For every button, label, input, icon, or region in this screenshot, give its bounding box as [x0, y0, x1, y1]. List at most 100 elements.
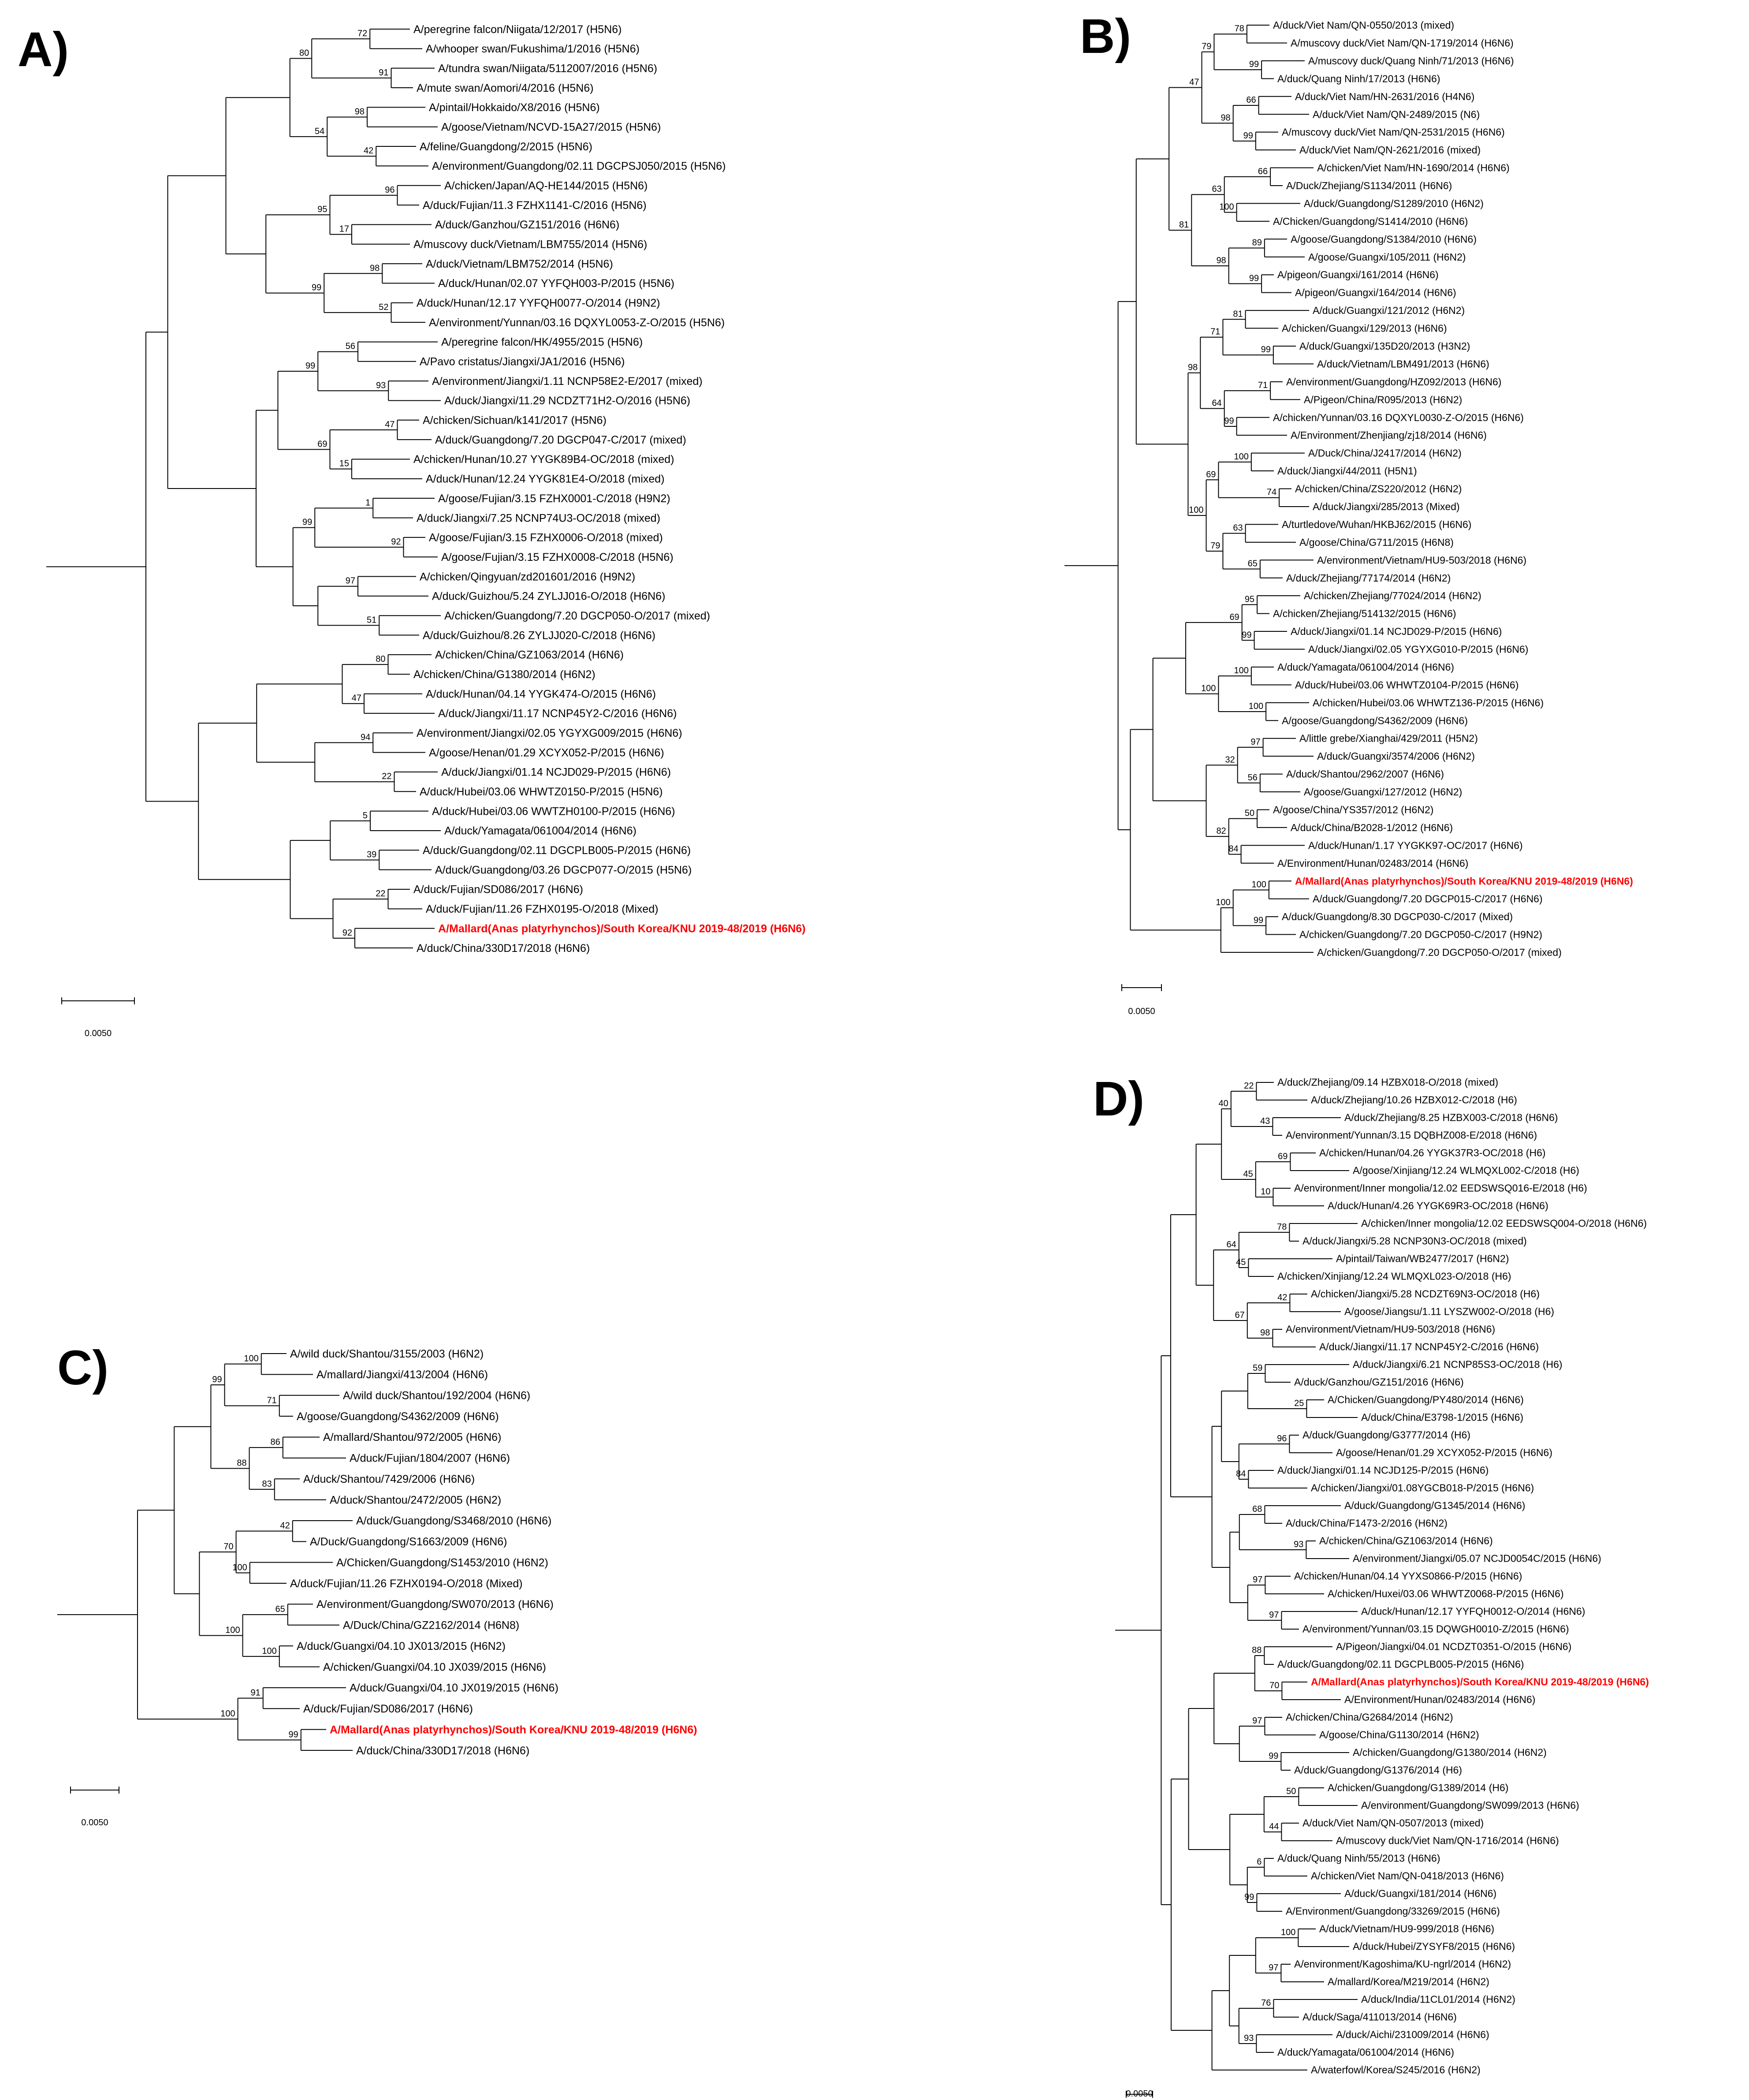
taxon-label: A/environment/Jiangxi/02.05 YGYXG009/201…: [417, 727, 682, 739]
bootstrap-value: 89: [1252, 238, 1262, 248]
bootstrap-value: 83: [262, 1479, 272, 1489]
taxon-label: A/chicken/Zhejiang/77024/2014 (H6N2): [1304, 590, 1481, 601]
taxon-label: A/environment/Yunnan/03.16 DQXYL0053-Z-O…: [429, 317, 725, 329]
bootstrap-value: 22: [1244, 1081, 1254, 1091]
taxon-label: A/Environment/Zhenjiang/zj18/2014 (H6N6): [1291, 429, 1487, 441]
taxon-label: A/duck/Jiangxi/01.14 NCJD125-P/2015 (H6N…: [1277, 1465, 1489, 1476]
bootstrap-value: 84: [1228, 844, 1238, 854]
taxon-label: A/environment/Guangdong/02.11 DGCPSJ050/…: [432, 160, 726, 172]
taxon-label: A/duck/India/11CL01/2014 (H6N2): [1361, 1994, 1515, 2005]
bootstrap-value: 97: [1269, 1963, 1278, 1973]
taxon-label: A/duck/China/E3798-1/2015 (H6N6): [1361, 1412, 1523, 1423]
panel-label: B): [1080, 9, 1131, 63]
taxon-label: A/pigeon/Guangxi/164/2014 (H6N6): [1295, 287, 1456, 298]
taxon-label: A/duck/Vietnam/LBM752/2014 (H5N6): [426, 258, 613, 270]
taxon-label: A/environment/Jiangxi/1.11 NCNP58E2-E/20…: [432, 375, 703, 388]
taxon-label: A/duck/Quang Ninh/17/2013 (H6N6): [1277, 73, 1440, 84]
taxon-label: A/duck/Guangdong/S3468/2010 (H6N6): [356, 1515, 551, 1527]
bootstrap-value: 96: [1277, 1434, 1287, 1444]
taxon-label: A/duck/Vietnam/HU9-999/2018 (H6N6): [1319, 1923, 1494, 1935]
bootstrap-value: 81: [1179, 220, 1189, 230]
bootstrap-value: 54: [315, 127, 324, 136]
taxon-label: A/duck/Fujian/11.26 FZHX0194-O/2018 (Mix…: [290, 1578, 523, 1590]
taxon-label: A/duck/Yamagata/061004/2014 (H6N6): [1277, 2047, 1454, 2058]
taxon-label: A/chicken/Yunnan/03.16 DQXYL0030-Z-O/201…: [1273, 412, 1524, 423]
taxon-label: A/little grebe/Xianghai/429/2011 (H5N2): [1299, 733, 1478, 744]
taxon-label: A/chicken/China/GZ1063/2014 (H6N6): [1319, 1535, 1493, 1547]
bootstrap-value: 91: [251, 1688, 260, 1698]
bootstrap-value: 69: [1278, 1152, 1288, 1161]
taxon-label: A/chicken/China/G2684/2014 (H6N2): [1286, 1712, 1453, 1723]
taxon-label: A/chicken/Jiangxi/01.08YGCB018-P/2015 (H…: [1311, 1482, 1534, 1494]
taxon-label: A/chicken/Guangdong/G1380/2014 (H6N2): [1353, 1747, 1547, 1758]
bootstrap-value: 95: [317, 205, 327, 214]
taxon-label: A/duck/Hunan/1.17 YYGKK97-OC/2017 (H6N6): [1308, 839, 1523, 851]
taxon-label: A/duck/Hubei/ZYSYF8/2015 (H6N6): [1353, 1941, 1515, 1952]
highlighted-taxon-label: A/Mallard(Anas platyrhynchos)/South Kore…: [330, 1723, 697, 1736]
taxon-label: A/duck/Fujian/SD086/2017 (H6N6): [303, 1703, 473, 1715]
taxon-label: A/goose/Guangdong/S1384/2010 (H6N6): [1291, 233, 1477, 245]
taxon-label: A/duck/Guangdong/03.26 DGCP077-O/2015 (H…: [435, 864, 692, 876]
bootstrap-value: 96: [385, 185, 394, 195]
taxon-label: A/duck/Zhejiang/09.14 HZBX018-O/2018 (mi…: [1277, 1077, 1498, 1088]
bootstrap-value: 92: [342, 928, 352, 938]
bootstrap-value: 99: [1269, 1751, 1278, 1761]
bootstrap-value: 69: [1229, 612, 1239, 622]
bootstrap-value: 100: [1216, 898, 1230, 907]
taxon-label: A/duck/Guangdong/7.20 DGCP047-C/2017 (mi…: [435, 434, 686, 446]
taxon-label: A/duck/Zhejiang/10.26 HZBX012-C/2018 (H6…: [1311, 1094, 1517, 1106]
bootstrap-value: 71: [1258, 380, 1268, 390]
bootstrap-value: 72: [357, 29, 367, 38]
taxon-label: A/duck/Viet Nam/QN-0507/2013 (mixed): [1302, 1817, 1484, 1829]
bootstrap-value: 42: [280, 1521, 290, 1531]
taxon-label: A/duck/Hubei/03.06 WHWTZ0150-P/2015 (H5N…: [420, 786, 663, 798]
taxon-label: A/chicken/Viet Nam/HN-1690/2014 (H6N6): [1317, 162, 1510, 174]
bootstrap-value: 99: [1224, 416, 1234, 426]
taxon-label: A/duck/Guangdong/02.11 DGCPLB005-P/2015 …: [1277, 1659, 1524, 1670]
bootstrap-value: 71: [267, 1395, 277, 1405]
taxon-label: A/goose/Fujian/3.15 FZHX0001-C/2018 (H9N…: [438, 492, 670, 505]
highlighted-taxon-label: A/Mallard(Anas platyrhynchos)/South Kore…: [438, 922, 806, 935]
taxon-label: A/pigeon/Guangxi/161/2014 (H6N6): [1277, 269, 1439, 280]
taxon-label: A/chicken/Sichuan/k141/2017 (H5N6): [423, 414, 607, 427]
bootstrap-value: 50: [1245, 809, 1254, 818]
taxon-label: A/environment/Kagoshima/KU-ngrl/2014 (H6…: [1294, 1958, 1511, 1970]
bootstrap-value: 100: [225, 1625, 240, 1635]
taxon-label: A/environment/Guangdong/SW099/2013 (H6N6…: [1361, 1800, 1579, 1811]
taxon-label: A/duck/Jiangxi/11.17 NCNP45Y2-C/2016 (H6…: [438, 708, 677, 720]
taxon-label: A/environment/Yunnan/03.15 DQWGH0010-Z/2…: [1302, 1623, 1569, 1635]
taxon-label: A/muscovy duck/Vietnam/LBM755/2014 (H5N6…: [413, 238, 647, 250]
taxon-label: A/duck/Guangxi/04.10 JX013/2015 (H6N2): [297, 1640, 506, 1652]
bootstrap-value: 32: [1225, 755, 1235, 765]
taxon-label: A/chicken/Japan/AQ-HE144/2015 (H5N6): [444, 179, 648, 192]
taxon-label: A/duck/Fujian/11.3 FZHX1141-C/2016 (H5N6…: [423, 199, 647, 212]
taxon-label: A/goose/Guangxi/127/2012 (H6N2): [1304, 786, 1462, 798]
taxon-label: A/duck/Yamagata/061004/2014 (H6N6): [444, 825, 636, 837]
bootstrap-value: 81: [1233, 309, 1243, 319]
bootstrap-value: 93: [1294, 1540, 1303, 1549]
taxon-label: A/chicken/China/G1380/2014 (H6N2): [413, 668, 595, 681]
bootstrap-value: 98: [1260, 1328, 1270, 1338]
bootstrap-value: 56: [1248, 773, 1258, 783]
taxon-label: A/duck/Jiangxi/01.14 NCJD029-P/2015 (H6N…: [1291, 626, 1502, 637]
bootstrap-value: 69: [317, 439, 327, 449]
bootstrap-value: 63: [1233, 523, 1243, 533]
scale-bar-label: 0.0050: [85, 1029, 112, 1038]
taxon-label: A/duck/Fujian/11.26 FZHX0195-O/2018 (Mix…: [426, 903, 659, 915]
taxon-label: A/chicken/Zhejiang/514132/2015 (H6N6): [1273, 608, 1456, 619]
taxon-label: A/duck/Jiangxi/01.14 NCJD029-P/2015 (H6N…: [441, 766, 671, 779]
taxon-label: A/waterfowl/Korea/S245/2016 (H6N2): [1311, 2064, 1481, 2076]
taxon-label: A/chicken/Qingyuan/zd201601/2016 (H9N2): [420, 571, 635, 583]
taxon-label: A/duck/Fujian/1804/2007 (H6N6): [350, 1452, 510, 1465]
taxon-label: A/duck/Hubei/03.06 WWTZH0100-P/2015 (H6N…: [432, 805, 675, 817]
taxon-label: A/duck/Jiangxi/11.17 NCNP45Y2-C/2016 (H6…: [1319, 1341, 1539, 1353]
bootstrap-value: 99: [1249, 273, 1259, 283]
bootstrap-value: 97: [1269, 1610, 1279, 1620]
taxon-label: A/chicken/Hunan/04.26 YYGK37R3-OC/2018 (…: [1319, 1147, 1546, 1159]
highlighted-taxon-label: A/Mallard(Anas platyrhynchos)/South Kore…: [1311, 1676, 1649, 1688]
taxon-label: A/goose/Henan/01.29 XCYX052-P/2015 (H6N6…: [1336, 1447, 1552, 1458]
bootstrap-value: 100: [1234, 452, 1248, 462]
taxon-label: A/duck/Viet Nam/QN-2621/2016 (mixed): [1299, 144, 1481, 156]
bootstrap-value: 6: [1257, 1857, 1262, 1867]
taxon-label: A/duck/Shantou/7429/2006 (H6N6): [303, 1473, 475, 1485]
